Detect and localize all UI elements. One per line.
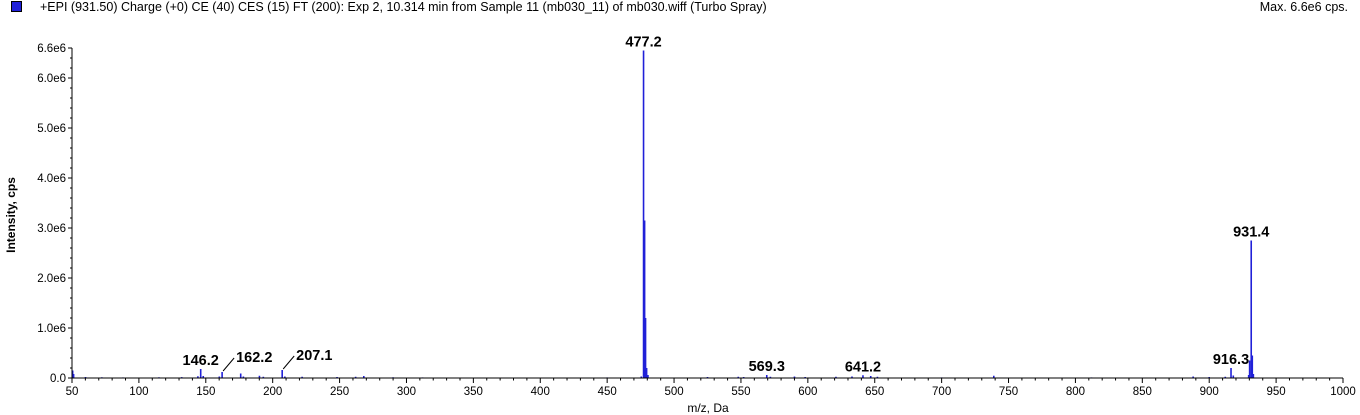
peak-label-leader bbox=[282, 355, 295, 370]
x-tick-label: 600 bbox=[798, 386, 817, 398]
x-tick-label: 500 bbox=[664, 386, 683, 398]
x-tick-label: 150 bbox=[196, 386, 215, 398]
x-tick-label: 400 bbox=[531, 386, 550, 398]
x-tick-label: 1000 bbox=[1330, 386, 1356, 398]
x-tick-label: 100 bbox=[129, 386, 148, 398]
x-tick-label: 750 bbox=[999, 386, 1018, 398]
y-tick-label: 4.0e6 bbox=[37, 173, 66, 185]
chart-title: +EPI (931.50) Charge (+0) CE (40) CES (1… bbox=[40, 0, 767, 14]
x-tick-label: 300 bbox=[397, 386, 416, 398]
y-tick-label: 2.0e6 bbox=[37, 273, 66, 285]
axes-layer: 50 100 150 200 250 300 350 400 450 500 550 600 650 70… bbox=[37, 43, 1356, 398]
x-tick-label: 850 bbox=[1133, 386, 1152, 398]
y-tick-label: 3.0e6 bbox=[37, 223, 66, 235]
x-tick-label: 200 bbox=[263, 386, 282, 398]
peak-label: 916.3 bbox=[1213, 352, 1249, 368]
y-tick-label: 5.0e6 bbox=[37, 123, 66, 135]
x-tick-label: 700 bbox=[932, 386, 951, 398]
peak-label: 569.3 bbox=[749, 359, 785, 375]
x-tick-label: 800 bbox=[1066, 386, 1085, 398]
peak-label: 477.2 bbox=[625, 35, 661, 51]
x-tick-label: 950 bbox=[1267, 386, 1286, 398]
peak-label: 207.1 bbox=[296, 348, 332, 364]
peak-label-leader bbox=[222, 357, 235, 372]
y-tick-label: 6.6e6 bbox=[37, 43, 66, 55]
y-tick-label: 6.0e6 bbox=[37, 73, 66, 85]
x-tick-label: 550 bbox=[731, 386, 750, 398]
peak-label: 162.2 bbox=[236, 350, 272, 366]
y-tick-label: 1.0e6 bbox=[37, 323, 66, 335]
x-tick-label: 250 bbox=[330, 386, 349, 398]
x-tick-label: 350 bbox=[464, 386, 483, 398]
peak-label: 146.2 bbox=[183, 353, 219, 369]
y-axis-title: Intensity, cps bbox=[4, 177, 18, 253]
x-tick-label: 900 bbox=[1200, 386, 1219, 398]
peaks-layer bbox=[71, 50, 1255, 378]
x-tick-label: 650 bbox=[865, 386, 884, 398]
peak-labels-layer: 146.2 162.2 207.1 477.2 569.3 641.2 916.3 931.4 bbox=[183, 35, 1270, 376]
legend-swatch bbox=[11, 1, 22, 12]
y-tick-label: 0.0 bbox=[50, 373, 66, 385]
x-tick-label: 50 bbox=[66, 386, 79, 398]
peak-label: 641.2 bbox=[845, 359, 881, 375]
x-tick-label: 450 bbox=[598, 386, 617, 398]
x-axis-title: m/z, Da bbox=[687, 401, 729, 415]
peak-label: 931.4 bbox=[1233, 225, 1269, 241]
max-intensity-label: Max. 6.6e6 cps. bbox=[1259, 0, 1348, 14]
